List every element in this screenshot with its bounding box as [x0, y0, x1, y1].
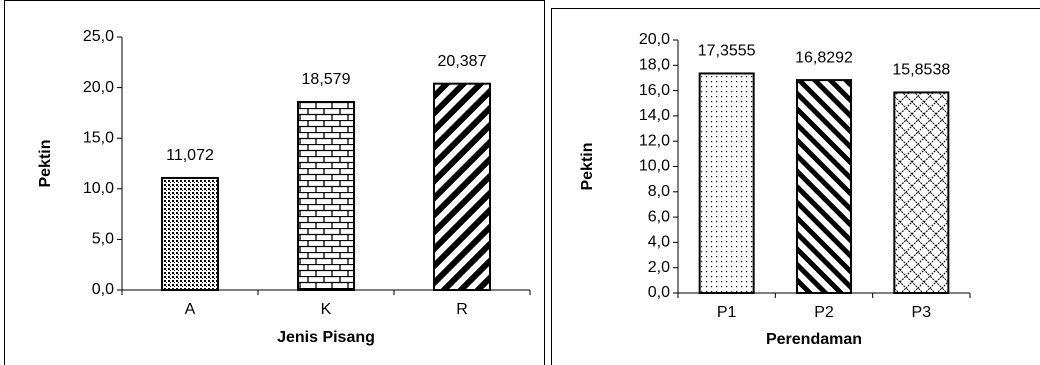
x-axis-title: Jenis Pisang: [277, 329, 375, 346]
y-tick-label: 0,0: [92, 281, 114, 298]
bar: [297, 100, 355, 292]
panel-frame: [551, 8, 1040, 365]
value-label: 18,579: [302, 71, 351, 88]
bar: [433, 82, 491, 291]
y-tick-label: 8,0: [648, 183, 670, 200]
x-tick-label: P3: [912, 304, 932, 321]
y-axis-title: Pektin: [579, 142, 596, 190]
bar: [161, 176, 219, 291]
y-tick-label: 25,0: [83, 28, 114, 45]
y-tick-label: 4,0: [648, 234, 670, 251]
y-tick-label: 0,0: [648, 284, 670, 301]
panel-frame: [4, 0, 545, 365]
x-tick-label: R: [456, 301, 468, 318]
y-tick-label: 18,0: [639, 57, 670, 74]
value-label: 15,8538: [892, 62, 950, 79]
y-tick-label: 2,0: [648, 259, 670, 276]
y-tick-label: 6,0: [648, 208, 670, 225]
x-tick-label: K: [321, 301, 332, 318]
y-tick-label: 5,0: [92, 231, 114, 248]
value-label: 20,387: [438, 53, 487, 70]
y-axis-title: Pektin: [37, 139, 54, 187]
bar: [893, 91, 950, 294]
bar: [698, 72, 755, 294]
y-tick-label: 10,0: [83, 180, 114, 197]
y-tick-label: 16,0: [639, 82, 670, 99]
x-axis-title: Perendaman: [766, 331, 862, 348]
y-tick-label: 12,0: [639, 132, 670, 149]
bar: [796, 79, 852, 294]
x-tick-label: P1: [717, 304, 737, 321]
y-tick-label: 20,0: [639, 31, 670, 48]
x-tick-label: P2: [814, 304, 834, 321]
y-tick-label: 14,0: [639, 107, 670, 124]
y-tick-label: 15,0: [83, 129, 114, 146]
value-label: 16,8292: [795, 49, 853, 66]
y-tick-label: 10,0: [639, 158, 670, 175]
value-label: 11,072: [166, 147, 214, 164]
x-tick-label: A: [185, 301, 196, 318]
value-label: 17,3555: [698, 43, 756, 60]
y-tick-label: 20,0: [83, 79, 114, 96]
